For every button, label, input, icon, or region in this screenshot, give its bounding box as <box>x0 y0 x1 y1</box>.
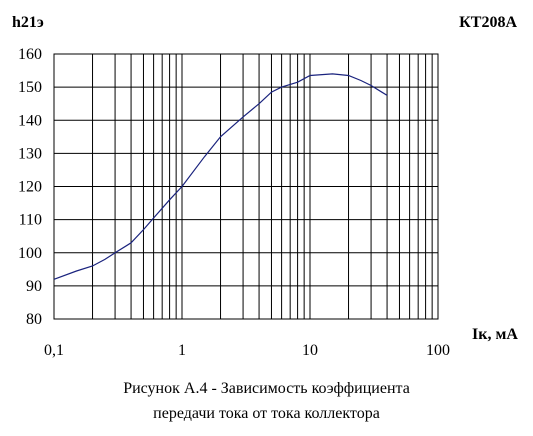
x-tick-label: 1 <box>178 342 186 359</box>
plot-frame <box>53 53 439 320</box>
series-line <box>53 73 388 280</box>
y-tick-label: 80 <box>26 311 42 328</box>
x-tick-label: 10 <box>302 342 318 359</box>
y-tick-label: 160 <box>18 46 42 63</box>
x-tick-label: 0,1 <box>44 342 64 359</box>
y-tick-label: 100 <box>18 245 42 262</box>
y-tick-label: 150 <box>18 79 42 96</box>
chart-title: КТ208А <box>459 14 517 31</box>
x-axis-label: Iк, мА <box>472 326 518 343</box>
figure-caption-line-1: Рисунок А.4 - Зависимость коэффициента <box>123 380 410 397</box>
y-tick-label: 120 <box>18 179 42 196</box>
y-tick-label: 140 <box>18 112 42 129</box>
y-axis-label: h21э <box>12 14 44 31</box>
figure-caption-line-2: передачи тока от тока коллектора <box>153 405 380 422</box>
x-tick-label: 100 <box>426 342 450 359</box>
y-tick-label: 90 <box>26 278 42 295</box>
y-tick-label: 130 <box>18 145 42 162</box>
y-tick-label: 110 <box>19 212 42 229</box>
